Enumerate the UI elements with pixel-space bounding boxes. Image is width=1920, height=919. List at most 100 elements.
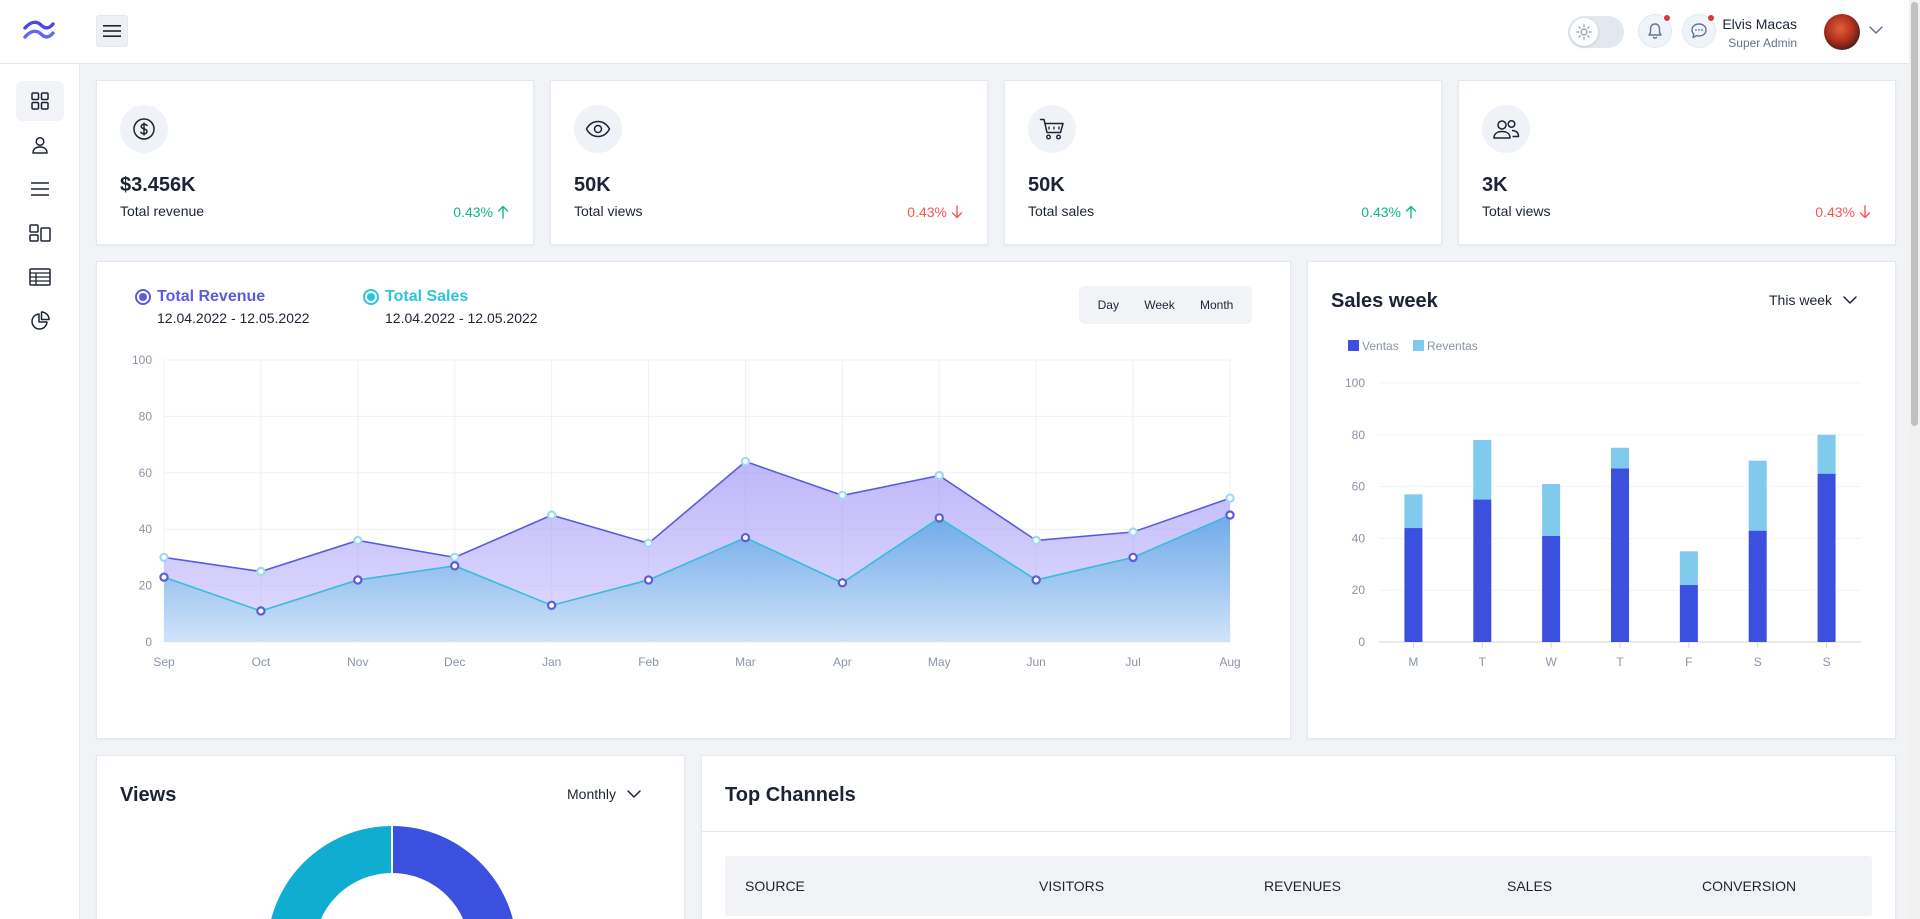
- page-scrollbar[interactable]: [1909, 0, 1920, 919]
- data-point: [643, 575, 654, 585]
- user-role: Super Admin: [1728, 36, 1797, 50]
- column-header-sales: Sales: [1507, 878, 1553, 894]
- sidebar-item-layout[interactable]: [16, 213, 64, 253]
- data-point: [643, 538, 654, 548]
- notification-dot: [1663, 14, 1671, 22]
- data-point: [837, 578, 848, 588]
- users-icon: [1493, 119, 1520, 139]
- layout-icon: [29, 224, 51, 242]
- sidebar-item-dashboard[interactable]: [16, 81, 64, 121]
- data-point: [837, 490, 848, 501]
- stat-value: $3.456K: [120, 174, 196, 196]
- chevron-down-icon[interactable]: [1868, 22, 1884, 38]
- eye-icon: [585, 120, 611, 138]
- stat-change: 0.43%: [907, 204, 947, 220]
- legend-total-sales[interactable]: Total Sales 12.04.2022 - 12.05.2022: [363, 288, 538, 326]
- bar-ventas: [1817, 473, 1836, 642]
- sidebar-item-charts[interactable]: [16, 301, 64, 341]
- stat-card-users: 3K Total views 0.43%: [1458, 80, 1896, 245]
- y-tick-label: 40: [1352, 531, 1366, 545]
- range-week-button[interactable]: Week: [1144, 298, 1175, 312]
- menu-toggle-button[interactable]: [96, 15, 128, 47]
- card-title: Views: [120, 784, 177, 806]
- channels-table-header: Source Visitors Revenues Sales Conversio…: [725, 856, 1872, 916]
- stat-card-sales: 50K Total sales 0.43%: [1004, 80, 1442, 245]
- column-header-source: Source: [745, 878, 805, 894]
- stat-change: 0.43%: [1361, 204, 1401, 220]
- sidebar-item-tables[interactable]: [16, 257, 64, 297]
- range-day-button[interactable]: Day: [1097, 298, 1119, 312]
- theme-knob: [1570, 18, 1598, 46]
- sales-week-card: Sales week This week Ventas Reventas 0 20 40…: [1307, 261, 1896, 739]
- bar-reventas: [1611, 447, 1629, 469]
- y-tick-label: 60: [139, 466, 153, 480]
- user-icon: [32, 136, 48, 154]
- x-tick-label: May: [928, 655, 951, 669]
- arrow-up-icon: [497, 205, 509, 219]
- sidebar-item-profile[interactable]: [16, 125, 64, 165]
- stat-label: Total sales: [1028, 203, 1095, 219]
- table-icon: [29, 268, 51, 286]
- legend-swatch: [1348, 340, 1359, 351]
- views-period-value: Monthly: [567, 786, 617, 802]
- top-header: Elvis Macas Super Admin: [0, 0, 1909, 64]
- data-point: [159, 572, 169, 582]
- period-select[interactable]: This week: [1769, 292, 1858, 308]
- x-tick-label: Mar: [735, 655, 756, 669]
- app-logo-icon[interactable]: [22, 18, 56, 44]
- sun-icon: [1576, 24, 1592, 40]
- scrollbar-thumb[interactable]: [1911, 2, 1918, 426]
- stat-icon-wrap: [574, 105, 622, 153]
- period-select-value: This week: [1769, 292, 1833, 308]
- stat-label: Total views: [574, 203, 643, 219]
- legend-marker: [363, 289, 379, 305]
- column-header-conversion: Conversion: [1702, 878, 1797, 894]
- stat-trend: 0.43%: [1815, 204, 1871, 220]
- range-month-button[interactable]: Month: [1199, 298, 1234, 312]
- arrow-down-icon: [951, 205, 963, 219]
- views-donut-chart: [271, 826, 513, 919]
- legend-date-range: 12.04.2022 - 12.05.2022: [157, 310, 310, 326]
- legend-total-revenue[interactable]: Total Revenue 12.04.2022 - 12.05.2022: [135, 288, 310, 326]
- messages-button[interactable]: [1682, 14, 1716, 48]
- series-line-total-revenue: [163, 460, 1231, 573]
- data-point: [1128, 527, 1138, 537]
- user-name[interactable]: Elvis Macas: [1722, 16, 1797, 32]
- message-dot: [1707, 14, 1715, 22]
- legend-label: Reventas: [1427, 339, 1478, 353]
- legend-swatch: [1413, 340, 1424, 351]
- data-point: [353, 535, 363, 546]
- x-tick-label: Aug: [1219, 655, 1240, 669]
- x-tick-label: W: [1545, 655, 1557, 669]
- list-icon: [31, 182, 49, 196]
- legend-label: Total Revenue: [157, 288, 266, 305]
- legend-marker: [135, 289, 151, 305]
- x-tick-label: Sep: [153, 655, 175, 669]
- avatar[interactable]: [1824, 14, 1860, 50]
- views-period-select[interactable]: Monthly: [567, 786, 642, 802]
- theme-toggle[interactable]: [1568, 16, 1624, 48]
- y-tick-label: 100: [1345, 376, 1365, 390]
- card-title: Top Channels: [725, 784, 856, 806]
- column-header-visitors: Visitors: [1039, 878, 1105, 894]
- chevron-down-icon: [1843, 296, 1857, 304]
- area-fill-total-sales: [164, 515, 1230, 642]
- x-tick-label: Oct: [252, 655, 271, 669]
- series-line-total-sales: [163, 514, 1231, 612]
- cart-icon: [1039, 118, 1064, 140]
- stat-icon-wrap: [120, 105, 168, 153]
- sidebar-item-list[interactable]: [16, 169, 64, 209]
- stat-trend: 0.43%: [1361, 204, 1417, 220]
- bar-ventas: [1542, 535, 1561, 642]
- stat-icon-wrap: [1482, 105, 1530, 153]
- bar-reventas: [1748, 460, 1767, 531]
- notifications-button[interactable]: [1638, 14, 1672, 48]
- stat-label: Total revenue: [120, 203, 205, 219]
- x-tick-label: Jul: [1125, 655, 1140, 669]
- views-card: Views Monthly: [96, 755, 685, 919]
- arrow-up-icon: [1405, 205, 1417, 219]
- data-point: [1225, 493, 1235, 503]
- range-selector: Day Week Month: [1079, 286, 1252, 324]
- sales-week-bar-chart: Ventas Reventas 0 20 40 60 80 100 M T W T F S S: [1345, 339, 1861, 669]
- hamburger-icon: [103, 25, 121, 37]
